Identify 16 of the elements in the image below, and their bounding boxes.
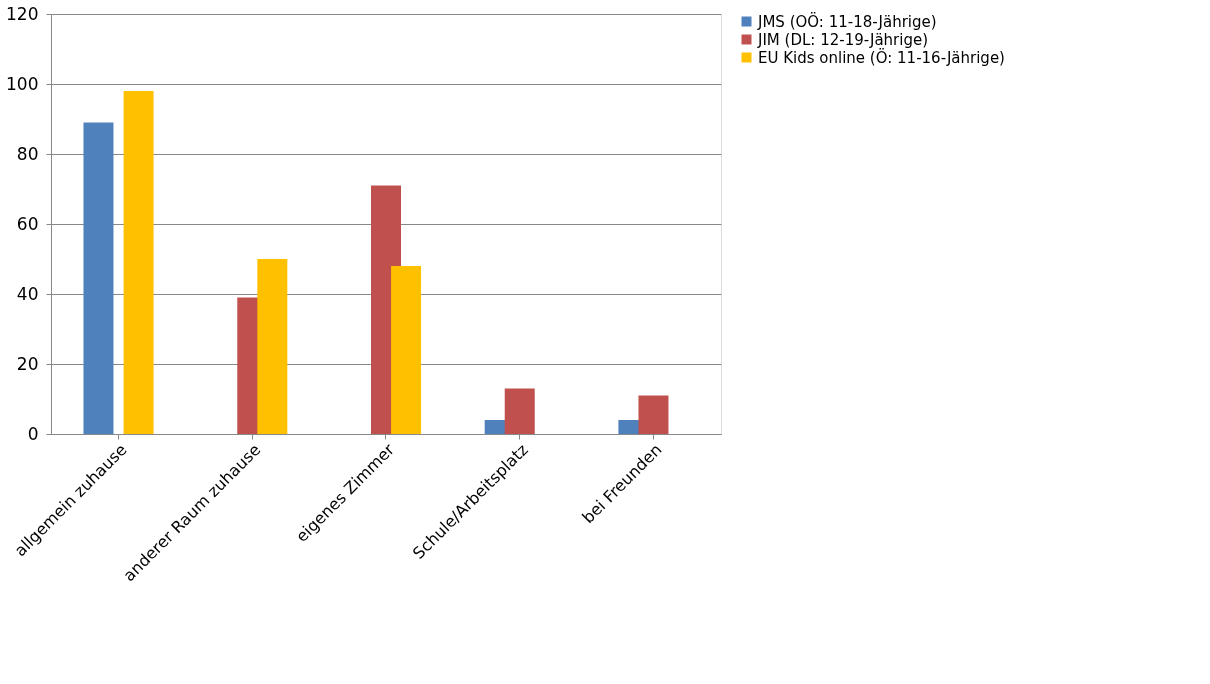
y-tick-label: 40 [16, 283, 39, 304]
bar [504, 388, 535, 434]
y-tick-label: 120 [6, 3, 39, 24]
y-tick-label: 80 [16, 143, 39, 164]
bar [123, 91, 154, 434]
y-tick-label: 100 [6, 73, 39, 94]
legend-label: JIM (DL: 12-19-Jährige) [757, 30, 929, 49]
legend-label: JMS (OÖ: 11-18-Jährige) [757, 11, 937, 31]
y-tick-label: 0 [27, 423, 39, 444]
bar [83, 122, 114, 434]
bar [257, 259, 288, 434]
bar [391, 266, 422, 434]
y-tick-label: 60 [16, 213, 39, 234]
legend-label: EU Kids online (Ö: 11-16-Jährige) [758, 47, 1005, 67]
y-tick-label: 20 [16, 353, 39, 374]
bar [638, 395, 669, 434]
